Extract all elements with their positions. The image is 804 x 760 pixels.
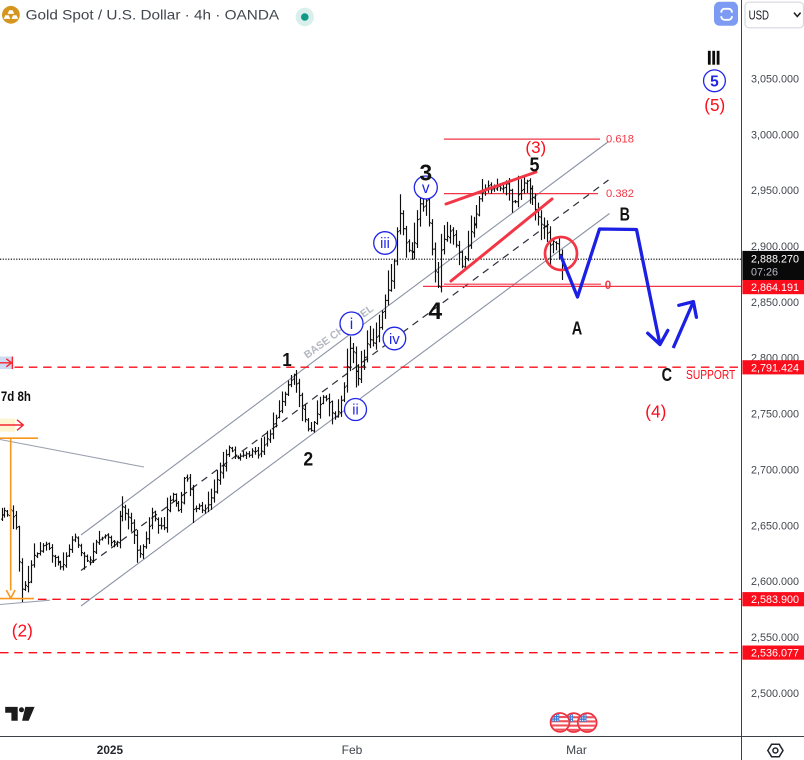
svg-text:iii: iii: [380, 236, 390, 252]
svg-text:2,583.900: 2,583.900: [751, 594, 799, 606]
svg-text:B: B: [620, 204, 630, 224]
svg-text:Mar: Mar: [566, 743, 587, 757]
svg-text:2,536.077: 2,536.077: [751, 648, 799, 660]
svg-text:2,950.000: 2,950.000: [751, 185, 799, 197]
svg-text:2,850.000: 2,850.000: [751, 297, 799, 309]
svg-text:2,550.000: 2,550.000: [751, 632, 799, 644]
svg-text:(5): (5): [704, 95, 725, 115]
svg-text:Feb: Feb: [342, 743, 363, 757]
svg-text:Gold Spot / U.S. Dollar · 4h ·: Gold Spot / U.S. Dollar · 4h · OANDA: [26, 8, 280, 23]
svg-text:3,050.000: 3,050.000: [751, 73, 799, 85]
svg-text:2,900.000: 2,900.000: [751, 241, 799, 253]
svg-text:2,600.000: 2,600.000: [751, 576, 799, 588]
svg-text:2,700.000: 2,700.000: [751, 464, 799, 476]
svg-text:2,750.000: 2,750.000: [751, 409, 799, 421]
svg-text:1: 1: [282, 350, 292, 370]
svg-text:07:26: 07:26: [751, 267, 778, 279]
svg-text:C: C: [662, 365, 672, 385]
svg-text:iv: iv: [389, 331, 400, 348]
svg-text:2,650.000: 2,650.000: [751, 520, 799, 532]
svg-text:0.382: 0.382: [606, 188, 634, 200]
svg-text:ii: ii: [352, 403, 358, 419]
svg-text:2,888.270: 2,888.270: [751, 254, 799, 266]
svg-text:2: 2: [303, 449, 313, 471]
svg-text:v: v: [422, 180, 430, 197]
svg-text:USD: USD: [749, 8, 769, 22]
svg-text:4: 4: [428, 298, 442, 325]
svg-text:5: 5: [530, 153, 540, 176]
svg-text:3,000.000: 3,000.000: [751, 129, 799, 141]
svg-text:(4): (4): [645, 401, 666, 421]
svg-text:i: i: [350, 316, 353, 333]
svg-text:2,864.191: 2,864.191: [751, 282, 799, 294]
svg-text:SUPPORT: SUPPORT: [686, 367, 735, 382]
svg-text:A: A: [572, 319, 583, 339]
svg-text:2,791.424: 2,791.424: [751, 362, 799, 374]
svg-text:0.618: 0.618: [606, 134, 634, 146]
svg-text:(3): (3): [525, 138, 546, 157]
svg-text:2,500.000: 2,500.000: [751, 688, 799, 700]
svg-text:3: 3: [420, 159, 433, 185]
svg-text:5: 5: [710, 73, 719, 90]
svg-text:0: 0: [605, 279, 611, 292]
svg-text:(2): (2): [12, 620, 33, 640]
svg-text:7d 8h: 7d 8h: [1, 389, 31, 404]
svg-text:2025: 2025: [97, 743, 124, 757]
